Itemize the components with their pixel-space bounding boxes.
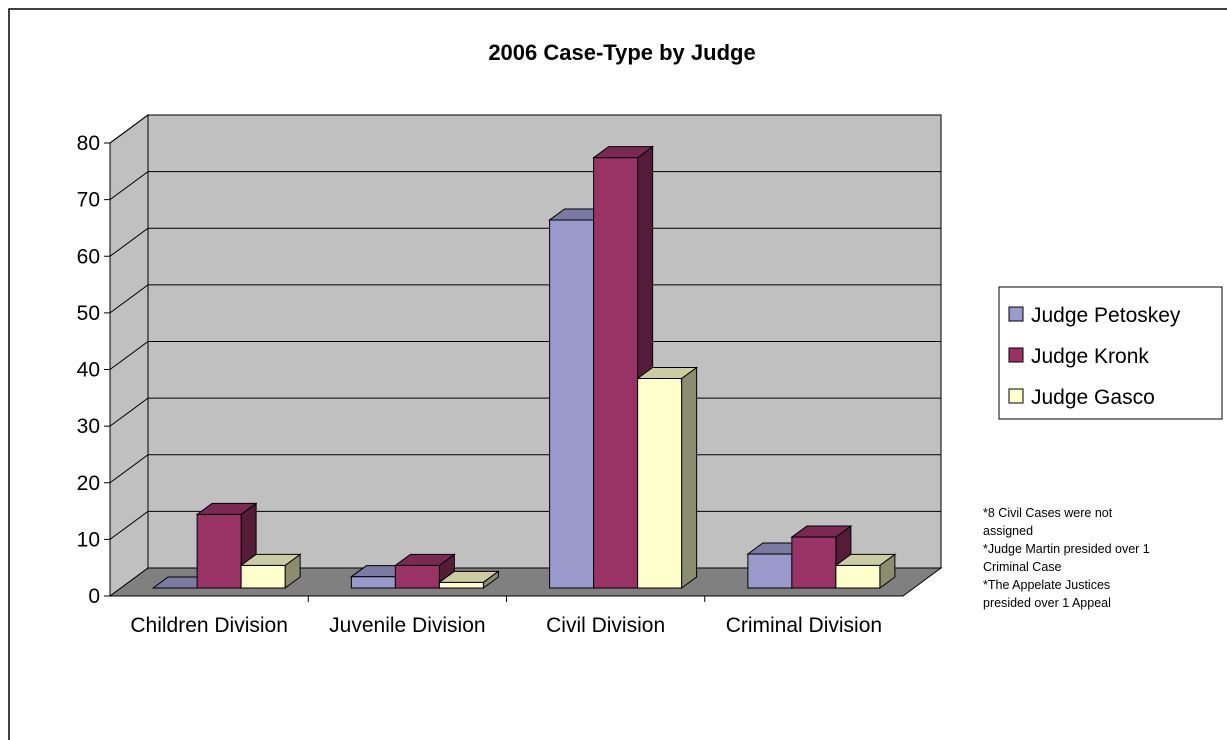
- bar: [834, 553, 897, 589]
- bar: [437, 570, 500, 589]
- bar-front: [747, 553, 793, 589]
- footnote-line: presided over 1 Appeal: [983, 596, 1111, 610]
- bar-front: [791, 536, 837, 589]
- plot-area: 0 10 20 30 40 50 60 70 80 Children Division Juveni…: [77, 114, 943, 637]
- y-tick-label: 10: [77, 528, 100, 551]
- y-tick-label: 60: [77, 245, 100, 268]
- legend: Judge Petoskey Judge Kronk Judge Gasco: [998, 286, 1223, 420]
- bar-front: [637, 377, 683, 589]
- bar: [636, 366, 699, 589]
- gridline: [109, 114, 941, 144]
- legend-swatch: [1008, 347, 1024, 363]
- legend-swatch: [1008, 306, 1024, 322]
- bar: [239, 553, 302, 589]
- gridline: [109, 171, 941, 201]
- bar-top: [790, 525, 853, 538]
- y-tick-label: 70: [77, 189, 100, 212]
- legend-label: Judge Gasco: [1031, 386, 1155, 409]
- bar-front: [240, 564, 286, 589]
- bar-front: [350, 576, 396, 589]
- y-tick-label: 80: [77, 132, 100, 155]
- bar-top: [393, 553, 456, 566]
- footnote-line: *8 Civil Cases were not: [983, 506, 1113, 520]
- legend-box: [998, 286, 1223, 420]
- gridline: [109, 227, 941, 257]
- bar-front: [593, 157, 639, 589]
- bar-top: [195, 502, 258, 515]
- bar-front: [196, 513, 242, 589]
- x-category-label: Juvenile Division: [329, 614, 485, 637]
- footnote-line: *Judge Martin presided over 1: [983, 542, 1150, 556]
- chart-title: 2006 Case-Type by Judge: [488, 40, 755, 65]
- bar-front: [394, 564, 440, 589]
- bar-top: [592, 146, 655, 159]
- legend-label: Judge Petoskey: [1031, 304, 1181, 327]
- x-category-label: Civil Division: [546, 614, 665, 637]
- legend-label: Judge Kronk: [1031, 345, 1149, 368]
- y-tick-label: 40: [77, 359, 100, 382]
- bar: [195, 502, 258, 589]
- y-tick-label: 20: [77, 472, 100, 495]
- footnote-line: Criminal Case: [983, 560, 1062, 574]
- bar-side: [681, 366, 698, 589]
- bar-top: [239, 553, 302, 566]
- gridline: [109, 284, 941, 314]
- y-tick-label: 0: [88, 585, 100, 608]
- footnote-line: *The Appelate Justices: [983, 578, 1110, 592]
- footnotes: *8 Civil Cases were not assigned *Judge M…: [983, 506, 1150, 610]
- bar-front: [549, 219, 595, 589]
- bar-top: [437, 570, 500, 583]
- gridline: [109, 341, 941, 370]
- footnote-line: assigned: [983, 524, 1033, 538]
- y-tick-label: 30: [77, 415, 100, 438]
- bar-front: [438, 581, 484, 589]
- x-category-label: Criminal Division: [726, 614, 882, 637]
- bar-top: [834, 553, 897, 566]
- y-tick-label: 50: [77, 302, 100, 325]
- bar-front: [835, 564, 881, 589]
- x-category-label: Children Division: [130, 614, 288, 637]
- bar-top: [636, 366, 699, 379]
- legend-swatch: [1008, 388, 1024, 404]
